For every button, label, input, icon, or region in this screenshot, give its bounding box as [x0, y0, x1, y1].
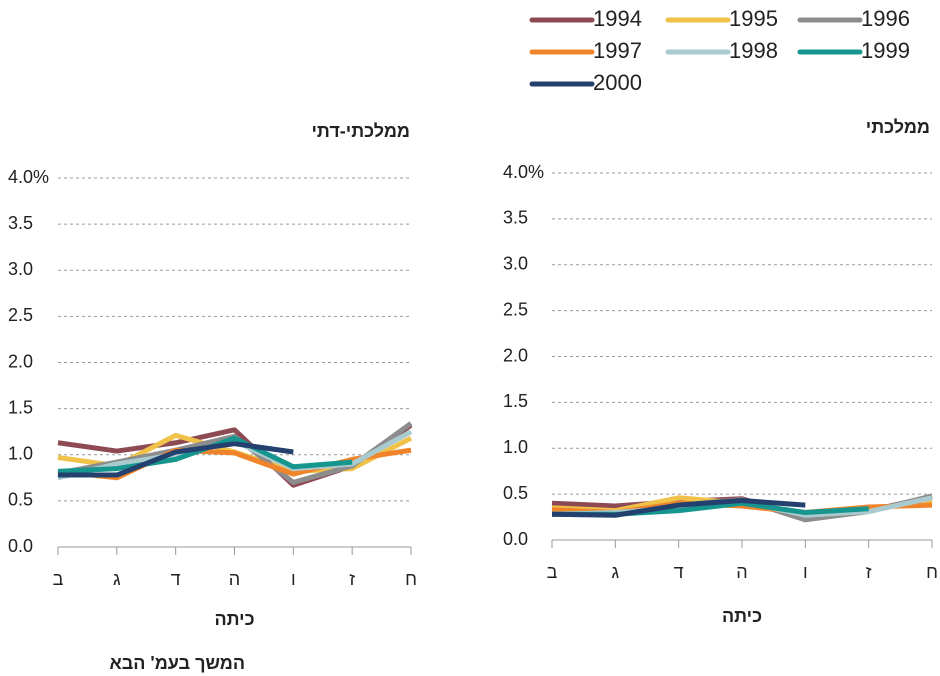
chart-title: ממלכתי-דתי [312, 121, 411, 141]
footer: המשך בעמ' הבא [109, 653, 245, 673]
x-tick-label: ח [926, 562, 938, 582]
legend-label: 1999 [861, 38, 910, 63]
y-tick-label: 1.0 [8, 444, 33, 464]
y-tick-label: 0.0 [8, 536, 33, 556]
series-line: 2000 [58, 441, 294, 478]
legend-label: 2000 [593, 70, 642, 95]
y-tick-label: 1.5 [503, 391, 528, 411]
x-axis-label: כיתה [722, 606, 762, 626]
x-tick-label: ד [674, 562, 684, 582]
legend-label: 1997 [593, 38, 642, 63]
legend-label: 1994 [593, 6, 642, 31]
x-tick-label: ג [612, 562, 620, 582]
x-tick-label: ז [866, 562, 872, 582]
y-tick-label: 1.0 [503, 437, 528, 457]
series-line: 1997 [57, 447, 412, 481]
y-tick-label: 4.0% [8, 167, 49, 187]
y-tick-label: 2.0 [503, 345, 528, 365]
x-tick-label: ו [803, 562, 808, 582]
x-axis-label: כיתה [214, 609, 254, 629]
y-tick-label: 4.0% [503, 162, 544, 182]
x-tick-label: ח [405, 569, 417, 589]
legend-label: 1998 [729, 38, 778, 63]
y-tick-label: 1.5 [8, 397, 33, 417]
legend-label: 1996 [861, 6, 910, 31]
y-tick-label: 2.0 [8, 351, 33, 371]
x-tick-label: ב [53, 569, 64, 589]
y-tick-label: 3.0 [8, 259, 33, 279]
x-tick-label: ב [547, 562, 558, 582]
legend-label: 1995 [729, 6, 778, 31]
y-tick-label: 2.5 [8, 305, 33, 325]
x-tick-label: ה [736, 562, 747, 582]
y-tick-label: 2.5 [503, 299, 528, 319]
y-tick-label: 0.0 [503, 529, 528, 549]
series-line: 2000 [551, 498, 806, 518]
y-tick-label: 3.5 [8, 213, 33, 233]
x-tick-label: ד [171, 569, 181, 589]
y-tick-label: 0.5 [503, 483, 528, 503]
x-tick-label: ג [113, 569, 121, 589]
x-tick-label: ו [291, 569, 296, 589]
chart-title: ממלכתי [866, 117, 930, 137]
x-tick-label: ז [349, 569, 355, 589]
y-tick-label: 3.0 [503, 254, 528, 274]
y-tick-label: 0.5 [8, 490, 33, 510]
y-tick-label: 3.5 [503, 208, 528, 228]
x-tick-label: ה [229, 569, 240, 589]
